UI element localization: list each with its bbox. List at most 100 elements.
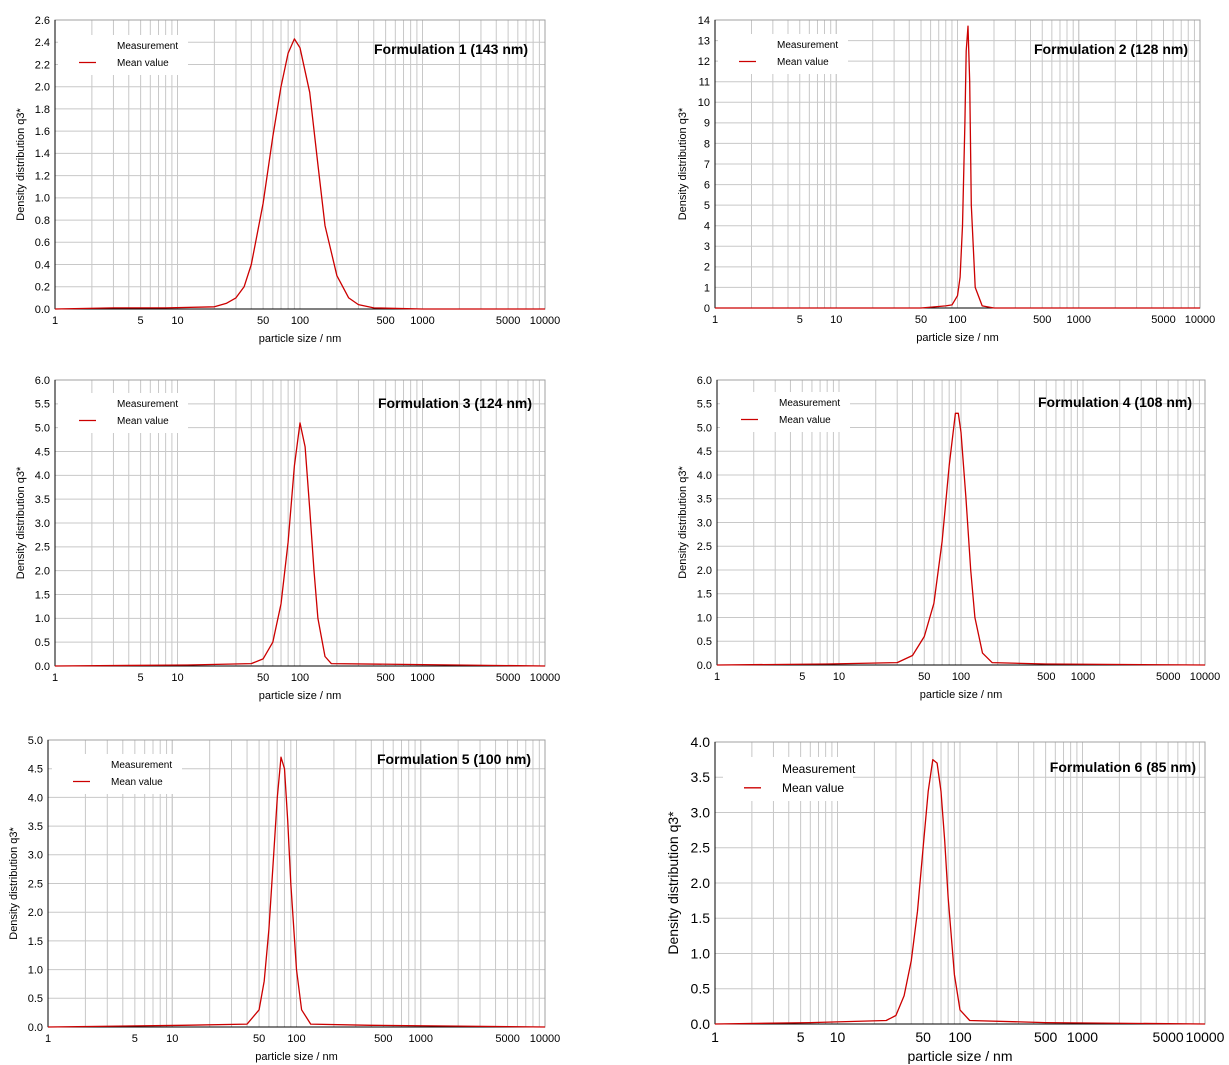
y-tick-label: 11 (699, 77, 710, 89)
x-tick-label: 10000 (530, 1033, 561, 1045)
x-tick-label: 100 (287, 1033, 305, 1045)
y-tick-label: 4.5 (35, 446, 50, 458)
y-tick-label: 0.5 (28, 993, 43, 1005)
y-tick-label: 3.0 (691, 804, 711, 820)
y-tick-label: 10 (698, 97, 710, 109)
x-tick-label: 500 (1033, 314, 1051, 326)
y-tick-label: 4.5 (28, 764, 43, 776)
y-tick-label: 1.2 (35, 170, 50, 182)
y-tick-label: 2 (704, 262, 710, 274)
y-tick-label: 2.5 (691, 840, 711, 856)
x-tick-label: 1 (712, 314, 718, 326)
x-tick-label: 1 (711, 1029, 719, 1045)
y-tick-label: 3.0 (697, 517, 712, 529)
y-tick-label: 3.5 (697, 494, 712, 506)
y-axis-label: Density distribution q3* (677, 466, 689, 579)
chart-panel-6: 0.0 0.5 1.0 1.5 2.0 2.5 3.0 3.5 4.0 1 5 10 50 100 500 1… (665, 734, 1225, 1064)
series-line-mean-value (54, 422, 546, 667)
x-tick-label: 100 (948, 314, 966, 326)
x-tick-label: 5000 (1156, 671, 1180, 683)
y-tick-label: 2.0 (35, 82, 50, 94)
y-tick-label: 0.5 (691, 981, 711, 997)
x-tick-label: 1 (45, 1033, 51, 1045)
y-tick-label: 0.2 (35, 282, 50, 294)
x-tick-label: 100 (291, 315, 309, 327)
x-axis-label: particle size / nm (920, 689, 1003, 701)
x-axis-label: particle size / nm (259, 333, 342, 345)
y-tick-label: 2.0 (28, 907, 43, 919)
x-tick-label: 10000 (530, 315, 561, 327)
x-tick-label: 1 (714, 671, 720, 683)
legend-entry: Mean value (779, 415, 831, 426)
legend: Measurement Mean value (58, 393, 188, 433)
x-tick-label: 50 (918, 671, 930, 683)
legend-entry: Measurement (777, 40, 838, 51)
y-tick-label: 3.0 (35, 518, 50, 530)
legend-entry: Measurement (779, 398, 840, 409)
y-tick-label: 0.6 (35, 237, 50, 249)
x-tick-label: 1 (52, 315, 58, 327)
x-tick-label: 500 (374, 1033, 392, 1045)
x-tick-label: 100 (952, 671, 970, 683)
legend: Measurement Mean value (720, 392, 850, 432)
x-tick-label: 10 (830, 314, 842, 326)
chart-title: Formulation 5 (100 nm) (377, 751, 531, 767)
x-tick-label: 5 (138, 315, 144, 327)
x-tick-label: 1000 (1067, 1029, 1098, 1045)
x-tick-label: 10000 (1185, 314, 1216, 326)
chart-panel-1: 0.0 0.2 0.4 0.6 0.8 1.0 1.2 1.4 1.6 1.8 2.0 2.2 2.4 2… (15, 15, 560, 345)
y-tick-label: 2.4 (35, 37, 50, 49)
y-tick-label: 14 (698, 15, 710, 27)
y-tick-label: 2.2 (35, 59, 50, 71)
legend-entry: Measurement (117, 41, 178, 52)
y-tick-label: 0 (704, 303, 710, 315)
legend: Measurement Mean value (723, 757, 856, 801)
legend-background (718, 34, 848, 74)
y-tick-label: 1.0 (691, 945, 711, 961)
x-axis-label: particle size / nm (916, 332, 999, 344)
y-tick-label: 12 (698, 56, 710, 68)
series-line-mean-value (54, 38, 545, 310)
series-line-mean-value (716, 412, 1206, 666)
x-tick-label: 1 (52, 672, 58, 684)
legend: Measurement Mean value (58, 35, 188, 75)
legend-entry: Mean value (111, 777, 163, 788)
y-tick-label: 1.5 (28, 936, 43, 948)
chart-panel-5: 0.0 0.5 1.0 1.5 2.0 2.5 3.0 3.5 4.0 4.5 5.0 1 5 10 50 1… (8, 735, 560, 1063)
legend: Measurement Mean value (52, 754, 182, 794)
y-tick-label: 4.0 (697, 470, 712, 482)
x-axis-label: particle size / nm (259, 690, 342, 702)
x-tick-label: 10 (166, 1033, 178, 1045)
legend-background (52, 754, 182, 794)
y-tick-label: 2.5 (35, 542, 50, 554)
y-axis-label: Density distribution q3* (15, 466, 27, 579)
y-tick-label: 1 (704, 282, 710, 294)
y-tick-label: 1.8 (35, 104, 50, 116)
x-tick-label: 1000 (410, 672, 434, 684)
y-tick-label: 3.5 (28, 821, 43, 833)
legend-background (723, 757, 853, 801)
x-tick-label: 50 (915, 1029, 931, 1045)
y-axis-label: Density distribution q3* (8, 827, 20, 940)
x-tick-label: 5000 (496, 315, 520, 327)
y-tick-label: 7 (704, 159, 710, 171)
y-tick-label: 0.0 (28, 1022, 43, 1034)
chart-panel-4: 0.0 0.5 1.0 1.5 2.0 2.5 3.0 3.5 4.0 4.5 5.0 5.5 6.0 1… (677, 375, 1220, 701)
y-axis-label: Density distribution q3* (15, 108, 27, 221)
y-tick-label: 1.5 (691, 910, 711, 926)
y-tick-label: 0.0 (691, 1016, 711, 1032)
y-tick-label: 2.0 (697, 565, 712, 577)
chart-title: Formulation 1 (143 nm) (374, 41, 528, 57)
y-tick-label: 0.5 (697, 636, 712, 648)
chart-title: Formulation 3 (124 nm) (378, 395, 532, 411)
y-tick-label: 2.0 (35, 566, 50, 578)
y-tick-label: 0.8 (35, 215, 50, 227)
series-line-mean-value (714, 758, 1206, 1025)
y-tick-label: 5.5 (35, 399, 50, 411)
y-axis-label: Density distribution q3* (665, 811, 681, 955)
x-tick-label: 500 (1037, 671, 1055, 683)
y-tick-label: 6.0 (35, 375, 50, 387)
y-tick-label: 5.0 (697, 422, 712, 434)
chart-panel-3: 0.0 0.5 1.0 1.5 2.0 2.5 3.0 3.5 4.0 4.5 5.0 5.5 6.0 1… (15, 375, 560, 702)
